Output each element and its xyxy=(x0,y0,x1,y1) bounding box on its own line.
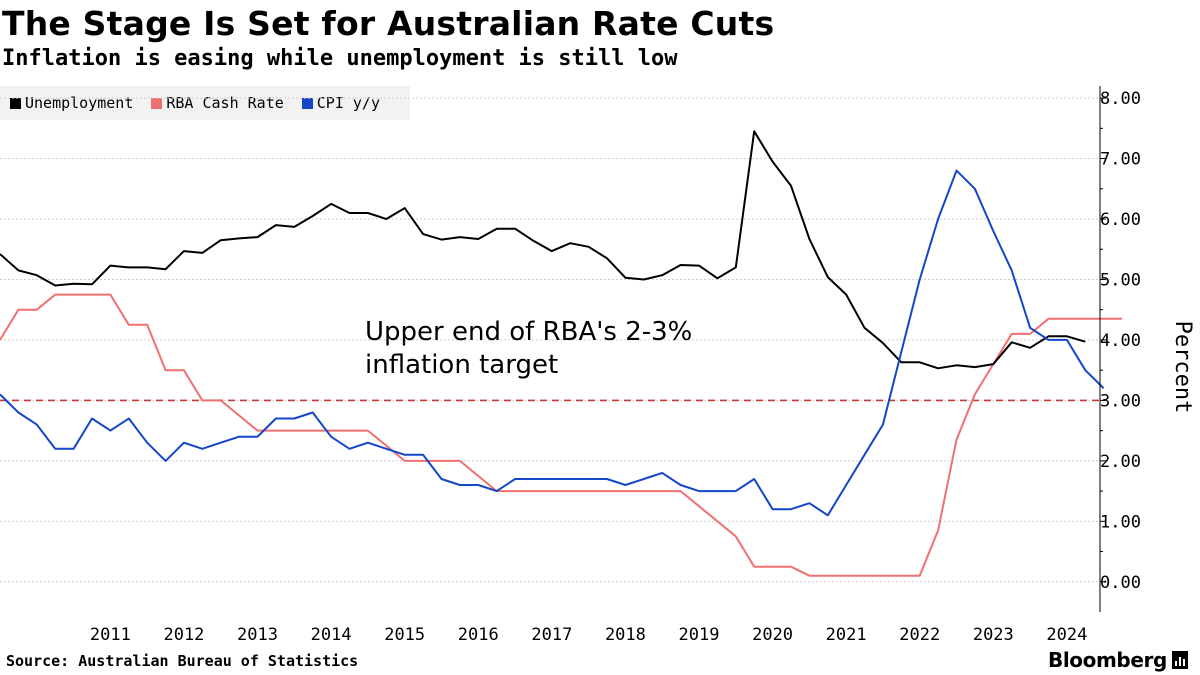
x-tick-label: 2012 xyxy=(163,625,204,645)
series-line-cash-rate xyxy=(0,293,1123,577)
x-tick-label: 2021 xyxy=(826,625,867,645)
series-line-unemployment xyxy=(0,130,1086,370)
y-tick-label: 3.00 xyxy=(1100,391,1141,411)
series-line-cpi xyxy=(0,169,1105,517)
bar-chart-icon xyxy=(1171,651,1188,669)
brand-name: Bloomberg xyxy=(1048,648,1167,672)
x-tick-label: 2014 xyxy=(311,625,352,645)
y-axis-title: Percent xyxy=(1170,321,1195,414)
legend-item-cash-rate: RBA Cash Rate xyxy=(151,94,284,112)
brand-logo: Bloomberg xyxy=(1048,648,1188,672)
axes: 8.00 7.00 6.00 5.00 4.00 3.00 2.00 1.00 0.00 2011… xyxy=(90,86,1141,645)
x-tick-label: 2020 xyxy=(752,625,793,645)
source-note: Source: Australian Bureau of Statistics xyxy=(6,652,359,670)
x-tick-label: 2016 xyxy=(458,625,499,645)
x-tick-label: 2019 xyxy=(679,625,720,645)
legend-swatch-cash-rate xyxy=(151,97,163,109)
annotation-line-2: inflation target xyxy=(365,350,558,380)
legend-swatch-unemployment xyxy=(10,97,21,109)
y-tick-label: 6.00 xyxy=(1100,210,1141,230)
x-tick-label: 2022 xyxy=(899,625,940,645)
x-tick-label: 2024 xyxy=(1046,625,1087,645)
x-tick-label: 2011 xyxy=(90,625,131,645)
chart-title: The Stage Is Set for Australian Rate Cut… xyxy=(2,4,775,43)
y-tick-label: 5.00 xyxy=(1100,270,1141,290)
y-tick-label: 8.00 xyxy=(1100,89,1141,109)
y-tick-label: 0.00 xyxy=(1100,573,1141,593)
y-tick-label: 4.00 xyxy=(1100,331,1141,351)
annotation-line-1: Upper end of RBA's 2-3% xyxy=(365,317,692,347)
y-tick-label: 1.00 xyxy=(1100,512,1141,532)
x-tick-label: 2023 xyxy=(973,625,1014,645)
legend-label-cash-rate: RBA Cash Rate xyxy=(166,94,284,112)
x-tick-label: 2017 xyxy=(531,625,572,645)
legend-swatch-cpi xyxy=(301,97,313,109)
chart-subtitle: Inflation is easing while unemployment i… xyxy=(2,46,678,71)
x-tick-label: 2015 xyxy=(384,625,425,645)
x-tick-label: 2018 xyxy=(605,625,646,645)
y-tick-label: 7.00 xyxy=(1100,150,1141,170)
x-tick-label: 2013 xyxy=(237,625,278,645)
series-lines xyxy=(0,130,1123,577)
y-tick-label: 2.00 xyxy=(1100,452,1141,472)
